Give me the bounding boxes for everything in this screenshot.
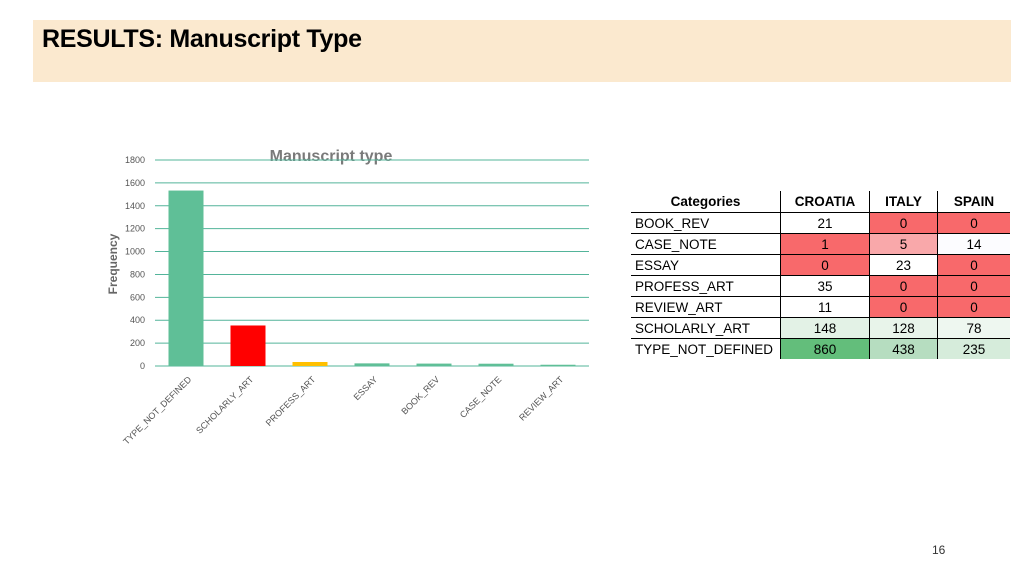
row-category: PROFESS_ART <box>631 275 781 297</box>
y-tick-label: 200 <box>130 338 145 348</box>
y-tick-label: 400 <box>130 315 145 325</box>
row-category: ESSAY <box>631 254 781 276</box>
page-number: 16 <box>932 543 946 557</box>
header-italy: ITALY <box>869 191 938 213</box>
table-cell: 23 <box>869 254 938 276</box>
y-tick-label: 600 <box>130 292 145 302</box>
table-row: PROFESS_ART 35 0 0 <box>631 275 1010 297</box>
table-cell: 0 <box>869 296 938 318</box>
bar-book-rev <box>416 363 452 366</box>
table-cell: 128 <box>869 317 938 339</box>
manuscript-type-table: Categories CROATIA ITALY SPAIN BOOK_REV 2… <box>631 191 1010 359</box>
table-cell: 0 <box>869 212 938 234</box>
table-cell: 0 <box>937 275 1010 297</box>
bar-scholarly-art <box>230 325 266 366</box>
header-spain: SPAIN <box>937 191 1010 213</box>
title-bar: RESULTS: Manuscript Type <box>33 20 1011 82</box>
table-cell: 235 <box>937 338 1010 359</box>
table-cell: 11 <box>780 296 870 318</box>
table-cell: 0 <box>869 275 938 297</box>
bar-type-not-defined <box>168 190 204 366</box>
table-cell: 860 <box>780 338 870 359</box>
x-category-label: SCHOLARLY_ART <box>194 374 256 436</box>
table-cell: 78 <box>937 317 1010 339</box>
bar-profess-art <box>292 361 328 366</box>
table-cell: 148 <box>780 317 870 339</box>
x-category-label: PROFESS_ART <box>264 374 318 428</box>
table-header-row: Categories CROATIA ITALY SPAIN <box>631 191 1010 213</box>
table-cell: 0 <box>937 254 1010 276</box>
category-labels: TYPE_NOT_DEFINED SCHOLARLY_ART PROFESS_ART… <box>121 374 565 446</box>
y-axis-label: Frequency <box>106 233 120 294</box>
table-body: BOOK_REV 21 0 0 CASE_NOTE 1 5 14 ESSAY 0 23 0 PROFES… <box>631 212 1010 359</box>
x-category-label: REVIEW_ART <box>517 374 566 423</box>
bar-review-art <box>540 364 576 367</box>
y-tick-labels: 0 200 400 600 800 1000 1200 1400 1600 1800 <box>125 155 145 371</box>
chart-title: Manuscript type <box>270 148 393 165</box>
y-tick-label: 800 <box>130 269 145 279</box>
table-cell: 35 <box>780 275 870 297</box>
table-cell: 5 <box>869 233 938 255</box>
x-category-label: CASE_NOTE <box>458 374 504 420</box>
x-category-label: TYPE_NOT_DEFINED <box>121 374 193 446</box>
bar-chart: Manuscript type Frequency 0 200 400 600 800 1… <box>106 148 589 446</box>
row-category: CASE_NOTE <box>631 233 781 255</box>
table-cell: 0 <box>937 212 1010 234</box>
gridlines <box>155 159 589 367</box>
header-categories: Categories <box>631 191 781 213</box>
table-row: BOOK_REV 21 0 0 <box>631 212 1010 234</box>
slide-title: RESULTS: Manuscript Type <box>42 25 362 53</box>
y-tick-label: 1200 <box>125 224 145 234</box>
y-tick-label: 1600 <box>125 178 145 188</box>
y-tick-label: 1400 <box>125 201 145 211</box>
table-row: TYPE_NOT_DEFINED 860 438 235 <box>631 338 1010 359</box>
header-croatia: CROATIA <box>780 191 870 213</box>
table-row: CASE_NOTE 1 5 14 <box>631 233 1010 255</box>
table-cell: 0 <box>780 254 870 276</box>
y-tick-label: 1000 <box>125 247 145 257</box>
bars <box>168 190 576 367</box>
table-row: REVIEW_ART 11 0 0 <box>631 296 1010 318</box>
bar-essay <box>354 363 390 366</box>
table-cell: 14 <box>937 233 1010 255</box>
y-tick-label: 0 <box>140 361 145 371</box>
x-category-label: BOOK_REV <box>399 374 441 416</box>
bar-case-note <box>478 363 514 366</box>
table-cell: 0 <box>937 296 1010 318</box>
table-row: ESSAY 0 23 0 <box>631 254 1010 276</box>
table-cell: 1 <box>780 233 870 255</box>
row-category: BOOK_REV <box>631 212 781 234</box>
row-category: TYPE_NOT_DEFINED <box>635 341 774 357</box>
x-category-label: ESSAY <box>352 374 380 402</box>
table-cell: 21 <box>780 212 870 234</box>
row-category: REVIEW_ART <box>631 296 781 318</box>
table-row: SCHOLARLY_ART 148 128 78 <box>631 317 1010 339</box>
table-cell: 438 <box>869 338 938 359</box>
row-category: SCHOLARLY_ART <box>631 317 781 339</box>
y-tick-label: 1800 <box>125 155 145 165</box>
